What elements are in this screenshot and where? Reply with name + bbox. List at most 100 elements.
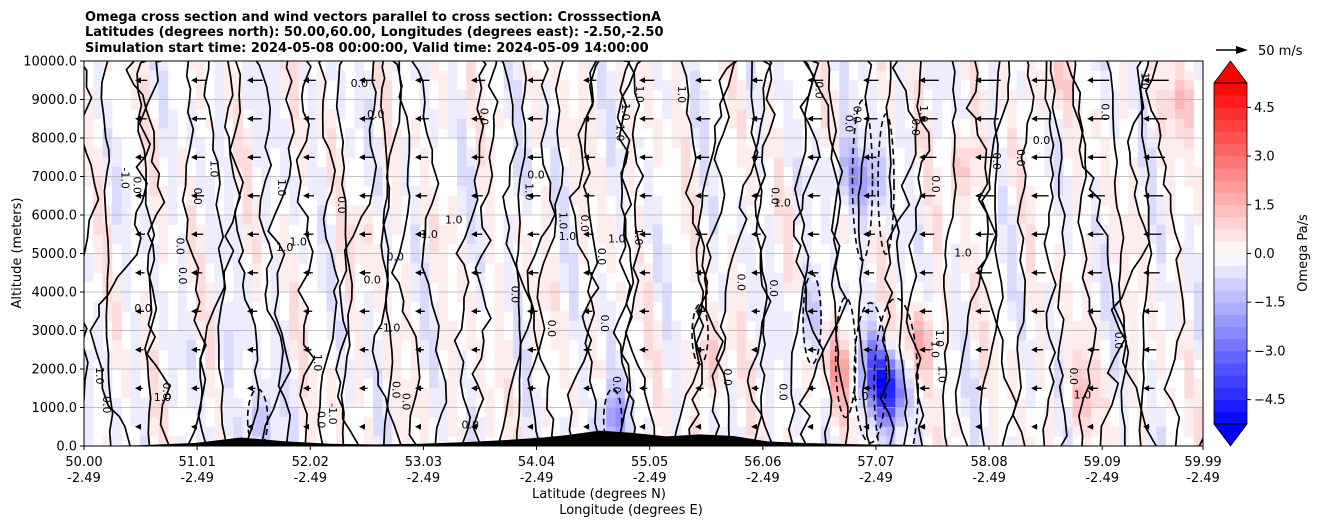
omega-fill-cell xyxy=(876,320,887,331)
omega-fill-cell xyxy=(643,99,654,110)
omega-fill-cell xyxy=(568,234,579,245)
omega-fill-cell xyxy=(876,176,887,187)
omega-fill-cell xyxy=(167,215,178,226)
omega-fill-cell xyxy=(969,147,980,158)
omega-fill-cell xyxy=(410,397,421,408)
omega-fill-cell xyxy=(177,157,187,168)
omega-fill-cell xyxy=(121,272,132,283)
omega-fill-cell xyxy=(186,224,197,235)
omega-fill-cell xyxy=(1109,349,1120,360)
omega-fill-cell xyxy=(755,272,766,283)
omega-fill-cell xyxy=(261,215,271,226)
omega-fill-cell xyxy=(382,426,393,437)
omega-fill-cell xyxy=(522,89,532,100)
omega-fill-cell xyxy=(960,369,971,380)
omega-fill-cell xyxy=(223,186,234,197)
omega-fill-cell xyxy=(746,243,756,254)
omega-fill-cell xyxy=(317,128,327,139)
omega-fill-cell xyxy=(447,330,458,341)
omega-fill-cell xyxy=(158,215,169,226)
omega-fill-cell xyxy=(755,349,766,360)
omega-fill-cell xyxy=(1147,417,1157,428)
omega-fill-cell xyxy=(149,205,159,216)
omega-fill-cell xyxy=(84,166,94,177)
omega-fill-cell xyxy=(205,378,215,389)
omega-fill-cell xyxy=(466,234,477,245)
omega-fill-cell xyxy=(1072,407,1083,418)
omega-fill-cell xyxy=(242,147,253,158)
omega-fill-cell xyxy=(867,224,878,235)
omega-fill-cell xyxy=(1100,243,1111,254)
wind-vector-head xyxy=(975,423,982,430)
omega-fill-cell xyxy=(830,176,840,187)
omega-fill-cell xyxy=(326,378,337,389)
omega-fill-cell xyxy=(969,359,980,370)
omega-fill-cell xyxy=(223,234,234,245)
omega-fill-cell xyxy=(746,340,756,351)
omega-fill-cell xyxy=(1081,388,1092,399)
omega-fill-cell xyxy=(802,195,812,206)
omega-fill-cell xyxy=(494,118,505,129)
omega-fill-cell xyxy=(177,320,187,331)
omega-fill-cell xyxy=(363,128,374,139)
omega-fill-cell xyxy=(1193,70,1203,81)
omega-fill-cell xyxy=(1147,369,1157,380)
omega-fill-cell xyxy=(680,157,691,168)
omega-fill-cell xyxy=(1156,253,1167,264)
omega-fill-cell xyxy=(885,417,896,428)
omega-fill-cell xyxy=(764,234,775,245)
omega-fill-cell xyxy=(1081,436,1092,446)
omega-fill-cell xyxy=(951,61,961,72)
omega-fill-cell xyxy=(251,263,262,274)
omega-fill-cell xyxy=(662,89,672,100)
omega-fill-cell xyxy=(1147,272,1157,283)
omega-fill-cell xyxy=(186,320,197,331)
omega-fill-cell xyxy=(326,176,337,187)
omega-fill-cell xyxy=(457,292,467,303)
omega-fill-cell xyxy=(708,195,719,206)
omega-fill-cell xyxy=(354,369,365,380)
omega-fill-cell xyxy=(718,426,728,437)
omega-fill-cell xyxy=(447,205,458,216)
omega-fill-cell xyxy=(410,234,421,245)
wind-vector-head xyxy=(639,231,646,238)
omega-fill-cell xyxy=(1063,292,1073,303)
omega-fill-cell xyxy=(941,272,952,283)
omega-fill-cell xyxy=(363,89,374,100)
omega-fill-cell xyxy=(568,407,579,418)
omega-fill-cell xyxy=(214,224,225,235)
omega-fill-cell xyxy=(820,166,831,177)
omega-fill-cell xyxy=(438,109,449,120)
omega-fill-cell xyxy=(923,186,933,197)
omega-fill-cell xyxy=(1165,80,1176,91)
x-tick-label-longitude: -2.49 xyxy=(520,471,554,486)
omega-fill-cell xyxy=(596,80,607,91)
x-tick-label-longitude: -2.49 xyxy=(972,471,1006,486)
omega-fill-cell xyxy=(531,330,542,341)
omega-fill-cell xyxy=(1119,272,1129,283)
omega-fill-cell xyxy=(373,407,383,418)
colorbar-segment xyxy=(1214,192,1247,206)
omega-fill-cell xyxy=(662,340,672,351)
omega-fill-cell xyxy=(438,388,449,399)
omega-fill-cell xyxy=(997,89,1008,100)
omega-fill-cell xyxy=(988,109,999,120)
omega-fill-cell xyxy=(429,253,439,264)
omega-fill-cell xyxy=(568,330,579,341)
omega-fill-cell xyxy=(1072,397,1083,408)
omega-fill-cell xyxy=(690,417,700,428)
omega-fill-cell xyxy=(335,263,346,274)
omega-fill-cell xyxy=(1184,340,1195,351)
omega-fill-cell xyxy=(578,320,588,331)
omega-fill-cell xyxy=(1100,70,1111,81)
omega-fill-cell xyxy=(1025,234,1036,245)
omega-fill-cell xyxy=(774,292,784,303)
omega-fill-cell xyxy=(289,70,299,81)
omega-fill-cell xyxy=(680,369,691,380)
omega-fill-cell xyxy=(746,417,756,428)
omega-fill-cell xyxy=(503,263,514,274)
wind-vector-head xyxy=(247,385,253,392)
contour-line-negative xyxy=(873,297,919,446)
omega-fill-cell xyxy=(1165,176,1176,187)
omega-fill-cell xyxy=(690,176,700,187)
